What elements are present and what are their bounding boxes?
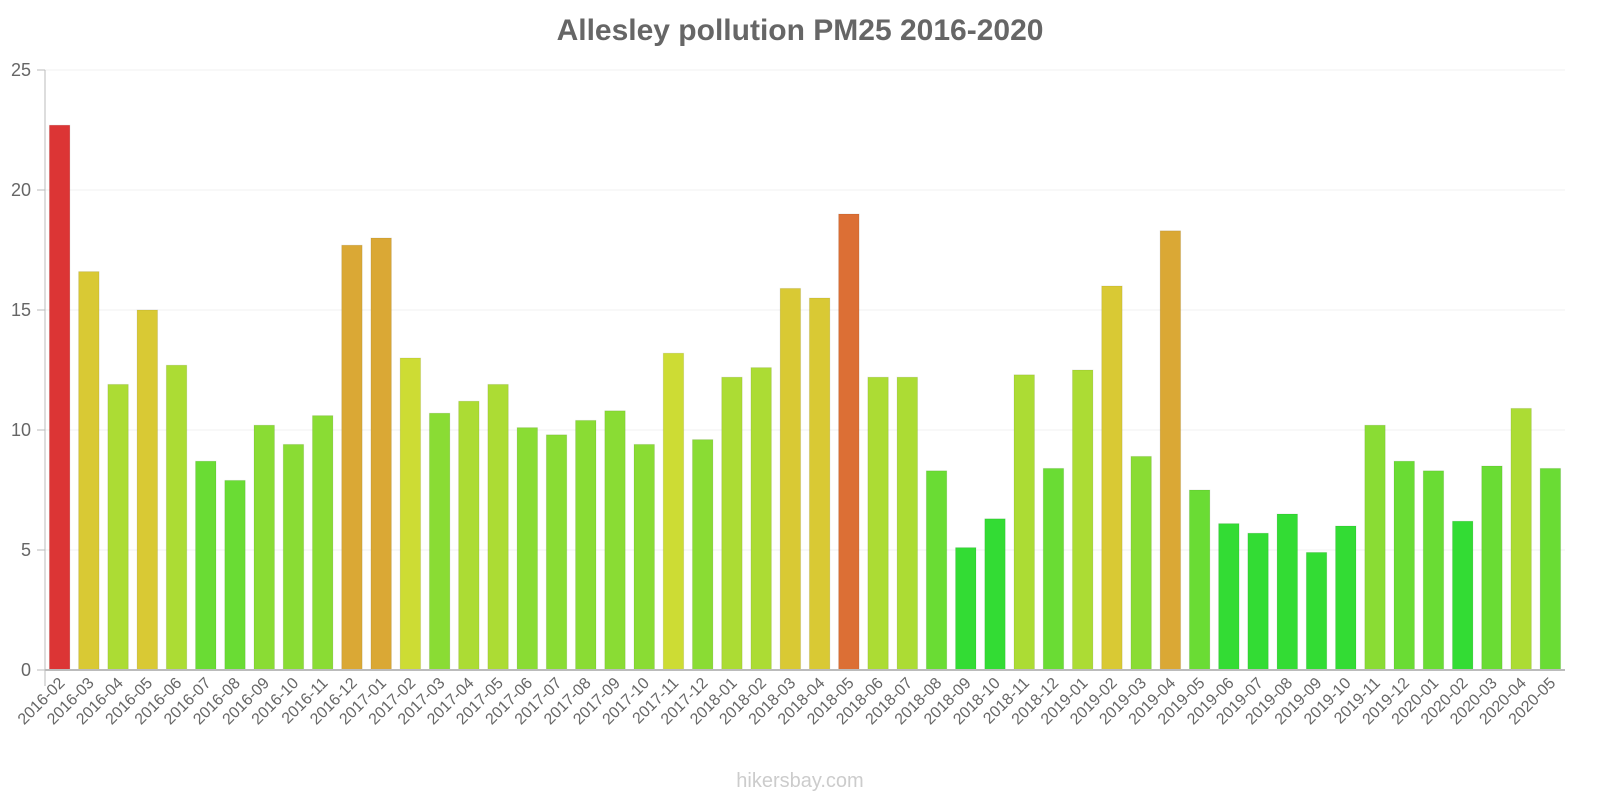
bar-2016-04[interactable] <box>107 383 129 671</box>
bar-2016-03[interactable] <box>78 271 100 671</box>
bar-2019-03[interactable] <box>1130 455 1152 671</box>
bar-2016-09[interactable] <box>253 424 275 671</box>
bar-2018-05[interactable] <box>838 213 860 671</box>
bar-2017-09[interactable] <box>604 410 626 671</box>
bar-2016-07[interactable] <box>195 460 217 671</box>
bar-2018-11[interactable] <box>1013 374 1035 671</box>
bar-2018-09[interactable] <box>955 547 977 671</box>
bar-2018-10[interactable] <box>984 518 1006 671</box>
bar-2017-07[interactable] <box>545 434 568 671</box>
bar-2020-04[interactable] <box>1510 407 1532 671</box>
bar-2017-10[interactable] <box>633 443 655 671</box>
bar-2017-03[interactable] <box>428 412 451 671</box>
bars <box>48 124 1562 671</box>
bar-2016-08[interactable] <box>224 479 246 671</box>
bar-2019-12[interactable] <box>1393 460 1415 671</box>
bar-2018-08[interactable] <box>925 470 948 671</box>
bar-2020-03[interactable] <box>1481 465 1503 671</box>
y-axis: 0 5 10 15 20 25 <box>11 60 46 686</box>
bar-2019-09[interactable] <box>1305 551 1328 671</box>
bar-2019-07[interactable] <box>1247 532 1269 671</box>
y-tick-label: 15 <box>11 300 31 320</box>
bar-2019-06[interactable] <box>1218 523 1240 671</box>
bar-2019-08[interactable] <box>1276 513 1299 671</box>
bar-2017-02[interactable] <box>399 357 422 671</box>
bar-2019-05[interactable] <box>1188 489 1211 671</box>
bar-2016-05[interactable] <box>136 309 159 671</box>
y-tick-label: 10 <box>11 420 31 440</box>
bar-2017-08[interactable] <box>575 419 597 671</box>
bar-2020-02[interactable] <box>1451 520 1474 671</box>
bar-2018-04[interactable] <box>808 297 831 671</box>
bar-2017-01[interactable] <box>370 237 392 671</box>
bar-2018-01[interactable] <box>721 376 743 671</box>
bar-2019-11[interactable] <box>1364 424 1386 671</box>
bar-2018-07[interactable] <box>896 376 919 671</box>
bar-2017-06[interactable] <box>516 427 539 671</box>
bar-2016-06[interactable] <box>165 364 188 671</box>
bar-2019-10[interactable] <box>1335 525 1357 671</box>
x-axis: 2016-022016-032016-042016-052016-062016-… <box>15 669 1565 728</box>
bar-2020-01[interactable] <box>1422 470 1445 671</box>
source-credit: hikersbay.com <box>736 770 864 792</box>
bar-2018-06[interactable] <box>867 376 889 671</box>
bar-2016-12[interactable] <box>341 244 363 671</box>
bar-2017-05[interactable] <box>487 383 509 671</box>
bar-2018-03[interactable] <box>779 287 802 671</box>
y-tick-label: 0 <box>21 660 31 680</box>
bar-2017-04[interactable] <box>458 400 480 671</box>
bar-2019-04[interactable] <box>1159 230 1182 671</box>
bar-2016-10[interactable] <box>282 443 305 671</box>
chart-title: Allesley pollution PM25 2016-2020 <box>556 14 1044 47</box>
bar-2018-02[interactable] <box>750 367 772 671</box>
bar-2018-12[interactable] <box>1042 467 1065 671</box>
bar-2017-12[interactable] <box>691 439 714 671</box>
y-tick-label: 5 <box>21 540 31 560</box>
bar-2019-02[interactable] <box>1101 285 1123 671</box>
bar-2019-01[interactable] <box>1071 369 1094 671</box>
bar-2017-11[interactable] <box>662 352 685 671</box>
y-tick-label: 20 <box>11 180 31 200</box>
bar-2020-05[interactable] <box>1539 467 1562 671</box>
bar-2016-11[interactable] <box>311 415 334 671</box>
bar-2016-02[interactable] <box>48 124 71 671</box>
y-tick-label: 25 <box>11 60 31 80</box>
